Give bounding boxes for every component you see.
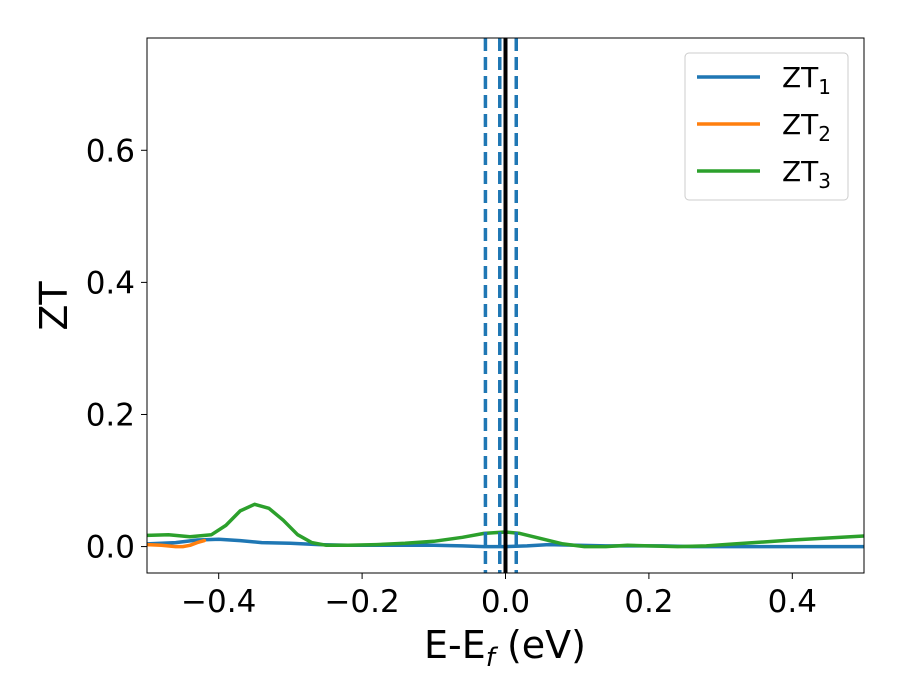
x-axis-label-unit: (eV) <box>495 623 586 667</box>
x-tick-label: −0.4 <box>181 584 256 620</box>
y-axis-label: ZT <box>32 281 76 331</box>
legend-label-zt1: ZT1 <box>782 61 831 99</box>
x-axis: −0.4 −0.2 0.0 0.2 0.4 <box>181 573 817 620</box>
plot-area <box>147 38 864 573</box>
x-tick-label: 0.4 <box>768 584 817 620</box>
y-tick-label: 0.2 <box>86 397 135 433</box>
y-axis: 0.0 0.2 0.4 0.6 <box>86 133 147 566</box>
x-tick-label: 0.0 <box>481 584 530 620</box>
y-tick-label: 0.6 <box>86 133 135 169</box>
x-tick-label: −0.2 <box>324 584 399 620</box>
y-tick-label: 0.0 <box>86 530 135 566</box>
legend-box <box>684 52 849 201</box>
x-axis-label: E-Ef (eV) <box>424 623 586 673</box>
series-line-zt2 <box>147 538 207 549</box>
legend-label-zt3: ZT3 <box>782 155 831 193</box>
series-line-zt3 <box>147 502 864 549</box>
y-tick-label: 0.4 <box>86 265 135 301</box>
legend: ZT1 ZT2 ZT3 <box>684 52 849 201</box>
x-tick-label: 0.2 <box>624 584 673 620</box>
legend-label-zt2: ZT2 <box>782 108 831 146</box>
